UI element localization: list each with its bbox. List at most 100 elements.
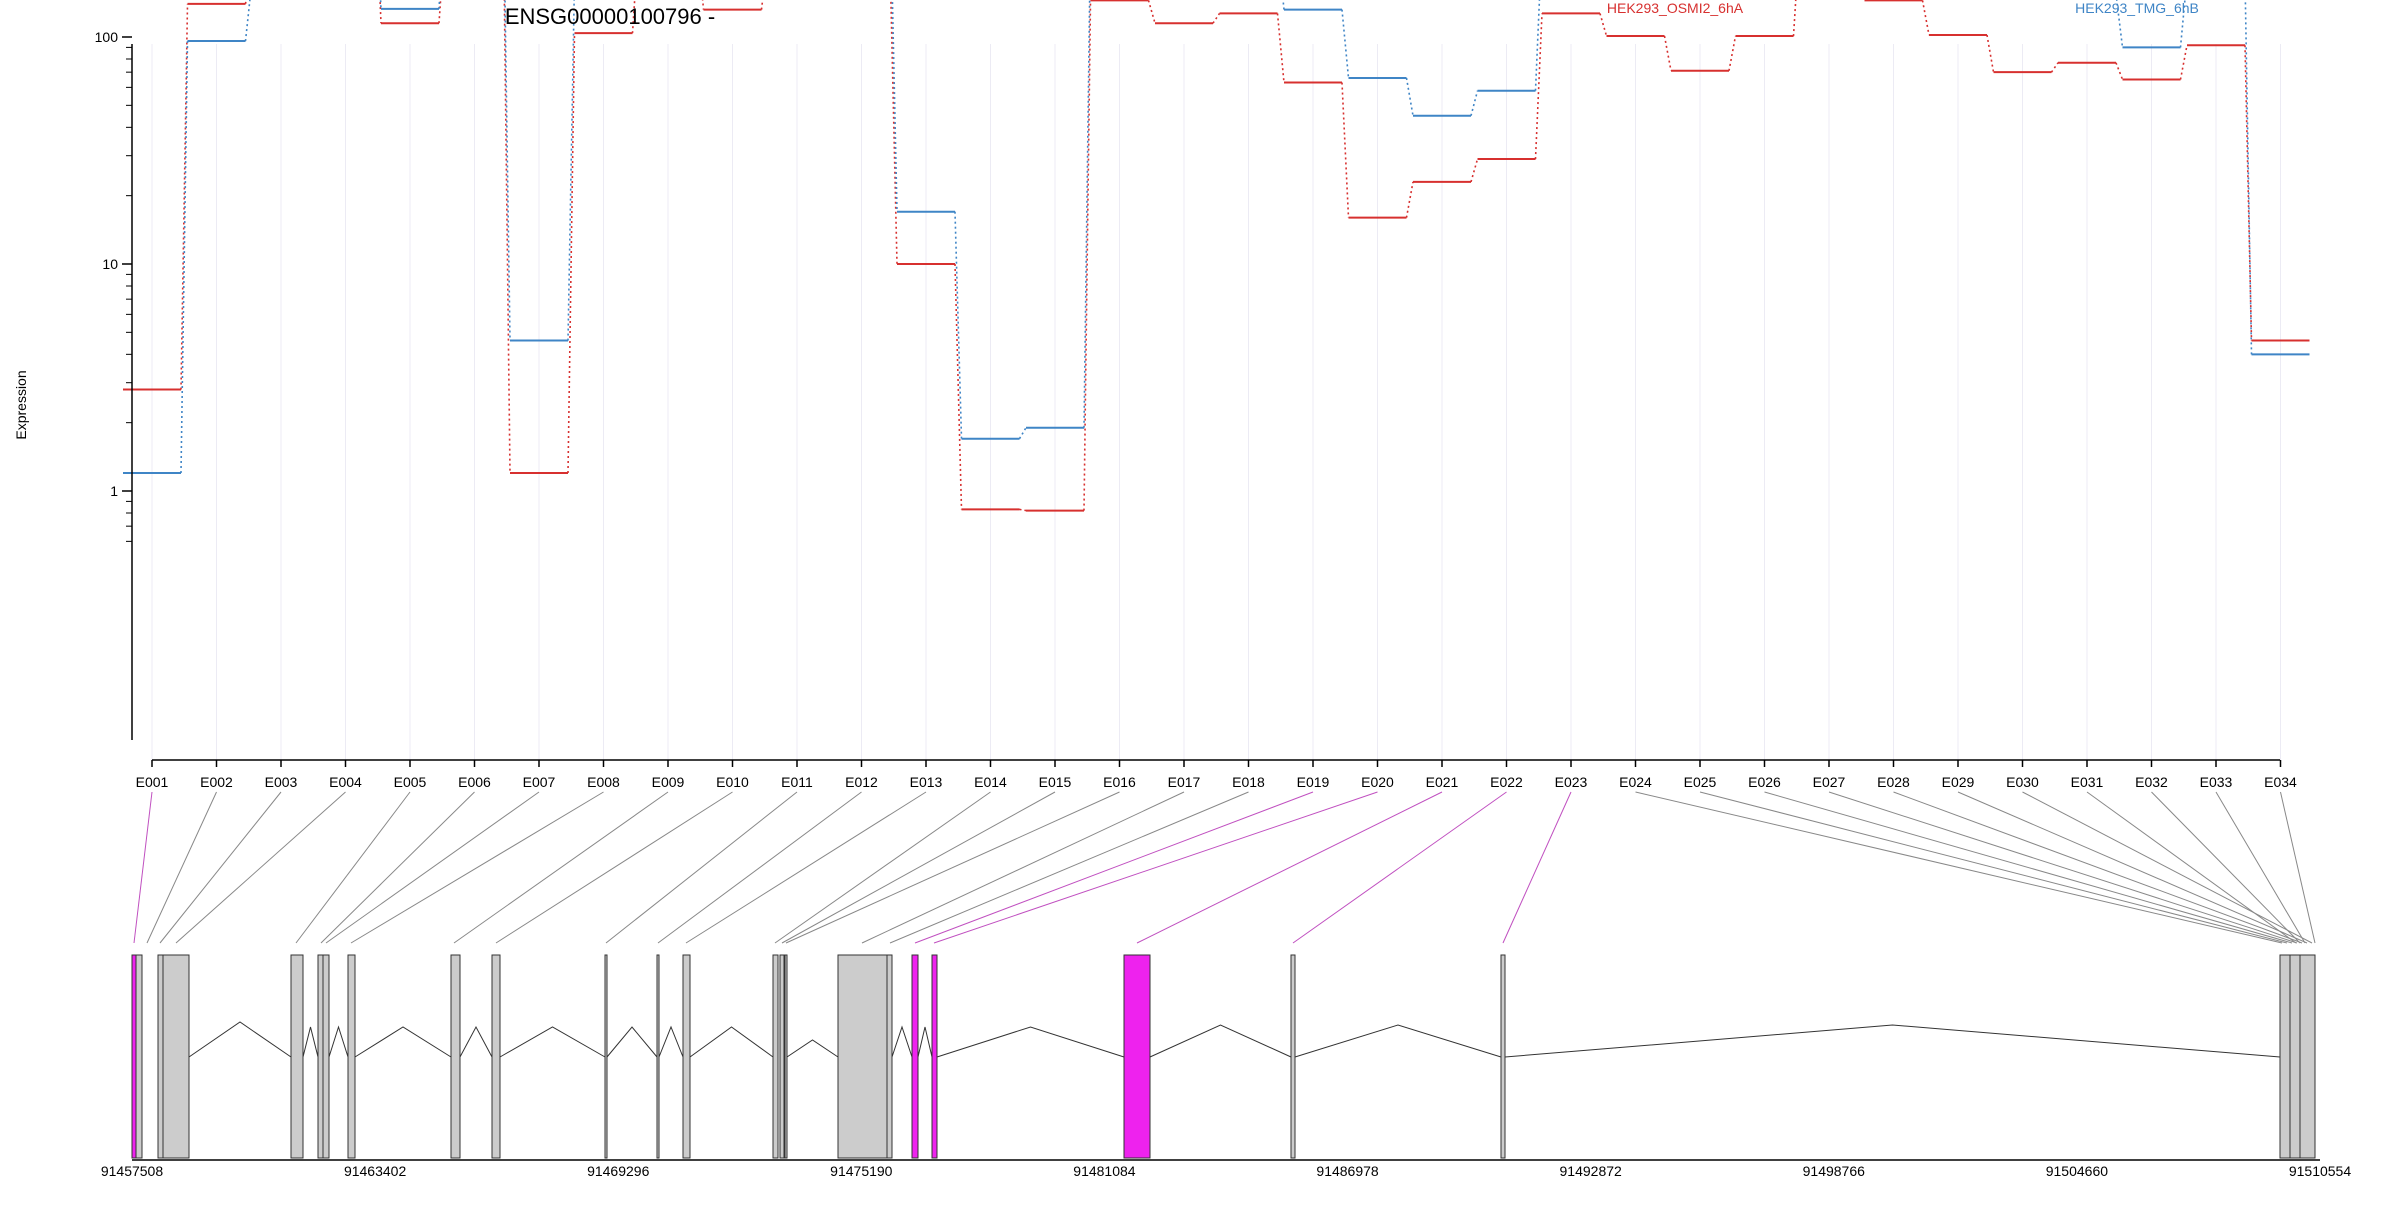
genomic-tick-label: 91463402 — [344, 1163, 407, 1179]
exon-connector-line — [326, 792, 539, 943]
x-tick-label: E006 — [458, 774, 491, 790]
exon-connector-line — [686, 792, 926, 943]
series-2-transition — [1407, 78, 1414, 116]
x-tick-label: E011 — [781, 774, 813, 790]
series-2-transition — [891, 0, 898, 212]
exon-connector-line — [147, 792, 217, 943]
exon — [348, 955, 355, 1158]
exon-connector-line — [2281, 792, 2316, 943]
exon — [492, 955, 500, 1158]
intron-line — [460, 1027, 492, 1057]
x-tick-label: E016 — [1103, 774, 1136, 790]
x-tick-label: E025 — [1684, 774, 1717, 790]
x-tick-label: E007 — [523, 774, 556, 790]
intron-line — [918, 1027, 932, 1057]
series-1-transition — [1278, 13, 1285, 82]
genomic-tick-label: 91510554 — [2289, 1163, 2352, 1179]
genomic-tick-label: 91457508 — [101, 1163, 164, 1179]
exon-connector-line — [934, 792, 1378, 943]
intron-line — [329, 1027, 348, 1057]
series-2-transition — [1536, 0, 1543, 91]
x-tick-label: E004 — [329, 774, 362, 790]
x-tick-label: E013 — [910, 774, 943, 790]
exon — [683, 955, 690, 1158]
exon-connector-line — [915, 792, 1313, 943]
exon — [887, 955, 892, 1158]
x-tick-label: E017 — [1168, 774, 1201, 790]
exon-connector-line — [782, 792, 1055, 943]
series-1-transition — [1342, 83, 1349, 218]
series-1-transition — [568, 33, 575, 473]
series-1-transition — [1471, 159, 1478, 182]
legend: HEK293_OSMI2_6hA HEK293_TMG_6hB — [1607, 0, 2199, 16]
x-tick-label: E032 — [2135, 774, 2168, 790]
exon — [780, 955, 784, 1158]
x-tick-label: E026 — [1748, 774, 1781, 790]
exon — [1291, 955, 1295, 1158]
x-tick-label: E027 — [1813, 774, 1846, 790]
x-tick-label: E001 — [136, 774, 169, 790]
x-tick-label: E010 — [716, 774, 749, 790]
x-tick-label: E018 — [1232, 774, 1265, 790]
series-2-transition — [1278, 0, 1285, 10]
exon-connector-line — [1137, 792, 1442, 943]
chart-title: ENSG00000100796 - — [505, 4, 715, 29]
series-1-transition — [1149, 0, 1156, 23]
y-tick-label: 1 — [110, 483, 118, 499]
exon-connector-line — [606, 792, 797, 943]
grid — [152, 44, 2281, 760]
x-tick-label: E009 — [652, 774, 685, 790]
x-tick-label: E020 — [1361, 774, 1394, 790]
exon — [605, 955, 607, 1158]
exon-connector-line — [351, 792, 604, 943]
x-tick-label: E019 — [1297, 774, 1330, 790]
series-2-transition — [1020, 428, 1027, 439]
x-tick-label: E021 — [1426, 774, 1459, 790]
series-2 — [123, 0, 2310, 473]
exon-connector-line — [775, 792, 991, 943]
series-1-transition — [2181, 45, 2188, 79]
x-tick-label: E024 — [1619, 774, 1652, 790]
exon-connector-line — [296, 792, 410, 943]
series-1-transition — [1407, 182, 1414, 218]
intron-line — [189, 1022, 291, 1057]
x-tick-label: E008 — [587, 774, 620, 790]
genomic-tick-label: 91498766 — [1803, 1163, 1866, 1179]
x-tick-label: E028 — [1877, 774, 1910, 790]
exon — [163, 955, 189, 1158]
series-1-transition — [1084, 0, 1091, 510]
exon-connector-line — [2087, 792, 2296, 943]
series-1-transition — [1665, 36, 1672, 71]
x-tick-label: E015 — [1039, 774, 1072, 790]
exon-connector-line — [1503, 792, 1571, 943]
exon — [158, 955, 163, 1158]
series-lines — [123, 0, 2310, 511]
y-tick-label: 100 — [95, 29, 119, 45]
exon-connector-line — [2023, 792, 2313, 943]
series-1-transition — [1923, 0, 1930, 35]
series-1-transition — [1536, 13, 1543, 159]
exon-connector-line — [2216, 792, 2305, 943]
y-tick-label: 10 — [102, 256, 118, 272]
legend-label-series-2: HEK293_TMG_6hB — [2075, 0, 2199, 16]
exon — [2280, 955, 2290, 1158]
exon-connector-line — [1829, 792, 2297, 943]
series-1 — [123, 0, 2310, 511]
genomic-tick-label: 91486978 — [1316, 1163, 1379, 1179]
exon-connector-line — [496, 792, 733, 943]
intron-line — [607, 1027, 657, 1057]
x-tick-label: E003 — [265, 774, 298, 790]
x-tick-label: E022 — [1490, 774, 1523, 790]
x-tick-label: E005 — [394, 774, 427, 790]
legend-label-series-1: HEK293_OSMI2_6hA — [1607, 0, 1744, 16]
intron-line — [787, 1040, 838, 1057]
series-1-transition — [1020, 509, 1027, 510]
series-1-transition — [762, 0, 769, 10]
intron-line — [659, 1027, 683, 1057]
exon-connector-line — [1765, 792, 2293, 943]
series-2-transition — [181, 41, 188, 473]
exon-connectors — [134, 792, 2315, 943]
genomic-tick-label: 91481084 — [1073, 1163, 1136, 1179]
